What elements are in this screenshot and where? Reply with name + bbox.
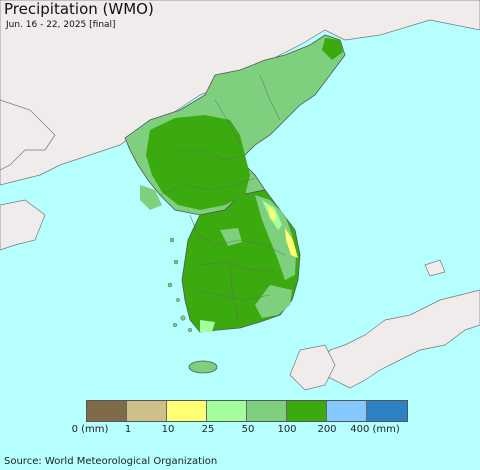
legend-label: 25 xyxy=(201,424,215,435)
west-islands xyxy=(167,237,193,333)
ne-tip-heavy xyxy=(322,38,343,60)
legend-label: 50 xyxy=(241,424,255,435)
jeju-island xyxy=(188,360,218,374)
legend-label: 400 (mm) xyxy=(350,424,400,435)
legend-label: 1 xyxy=(124,424,132,435)
admin-boundaries xyxy=(159,74,286,321)
heavy-precip-north xyxy=(146,115,250,210)
legend-swatch xyxy=(247,401,287,421)
legend-swatch xyxy=(327,401,367,421)
legend-colorbar xyxy=(86,400,408,422)
kyushu-land xyxy=(289,344,336,391)
light-precip-nk-west xyxy=(140,185,162,210)
map-title: Precipitation (WMO) xyxy=(4,0,154,18)
central-light-patch xyxy=(220,228,242,246)
japan-land xyxy=(319,289,480,389)
legend-swatch xyxy=(87,401,127,421)
map-subtitle: Jun. 16 - 22, 2025 [final] xyxy=(6,20,116,30)
source-credit: Source: World Meteorological Organizatio… xyxy=(4,456,218,467)
legend-swatch xyxy=(367,401,407,421)
south-coast-lightgreen xyxy=(200,320,215,332)
east-coast-yellow xyxy=(268,205,298,258)
legend-swatch xyxy=(127,401,167,421)
legend-swatch xyxy=(287,401,327,421)
legend-label: 100 xyxy=(277,424,297,435)
legend-label: 0 (mm) xyxy=(71,424,109,435)
legend-label: 10 xyxy=(161,424,175,435)
east-coast-band xyxy=(255,195,296,280)
shandong-land xyxy=(0,199,46,251)
se-coast-band xyxy=(255,285,292,318)
japan-island xyxy=(424,259,446,277)
legend-swatch xyxy=(207,401,247,421)
legend-swatch xyxy=(167,401,207,421)
legend-label: 200 xyxy=(317,424,337,435)
liaodong-land xyxy=(0,99,56,171)
